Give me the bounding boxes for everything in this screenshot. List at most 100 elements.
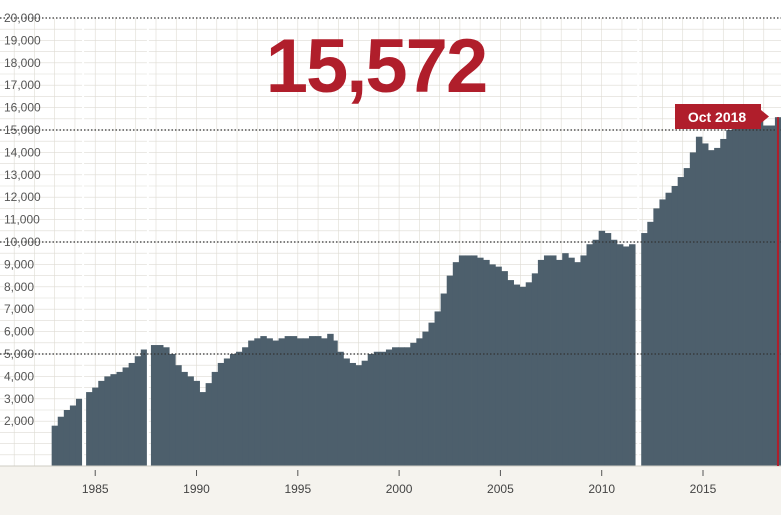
y-tick-label: 4,000 [4,369,34,383]
bar [392,347,399,466]
date-callout-label: Oct 2018 [688,109,747,125]
bar [647,221,654,466]
bar [211,371,219,466]
x-tick-label: 2000 [386,482,413,496]
bar [677,177,685,467]
bar [659,199,666,466]
bar [331,340,338,466]
bar [69,405,77,466]
major-gridlines [0,17,781,355]
y-tick-label: 16,000 [4,101,41,115]
bar [308,336,316,466]
bar [398,347,405,466]
bar [248,340,255,466]
y-tick-label: 13,000 [4,168,41,182]
y-tick-label: 14,000 [4,145,41,159]
y-tick-label: 6,000 [4,325,34,339]
bar [458,255,466,466]
bar [610,239,618,466]
x-tick-label: 1985 [82,482,109,496]
bar [550,255,557,466]
x-tick-label: 2015 [690,482,717,496]
y-tick-label: 18,000 [4,56,41,70]
bar [290,336,298,466]
bar [598,230,606,466]
bar [116,371,123,466]
bar [489,264,496,466]
bar [355,365,363,466]
bar [683,168,691,466]
x-tick-label: 1995 [284,482,311,496]
headline-value: 15,572 [266,24,486,109]
bar [373,351,381,466]
bar [744,118,752,467]
bar [416,338,423,466]
bar [574,262,581,466]
y-tick-label: 7,000 [4,302,34,316]
bar [86,392,93,466]
bar [562,253,569,466]
bar [104,376,111,466]
bar [163,347,170,466]
bar [223,358,231,466]
bar [495,266,502,466]
bar [434,311,442,466]
bar [236,351,243,466]
bar [689,152,697,466]
bar [157,345,164,466]
bar [284,336,292,466]
bar [229,354,237,466]
bar [452,262,460,466]
y-tick-label: 17,000 [4,78,41,92]
date-callout: Oct 2018 [675,104,769,129]
bar [622,246,630,466]
bar [477,257,484,466]
x-tick-label: 2005 [487,482,514,496]
data-gap [82,18,85,466]
bar [404,347,411,466]
bar [254,338,261,466]
y-tick-label: 3,000 [4,392,34,406]
bar [410,342,417,466]
y-tick-label: 9,000 [4,257,34,271]
bar [385,349,393,466]
bar [464,255,472,466]
bar [537,259,545,466]
bar [580,255,587,466]
bar [695,136,703,466]
bar [175,365,182,466]
bar [361,360,369,466]
bar [187,376,194,466]
bar [440,293,448,466]
y-tick-label: 19,000 [4,33,41,47]
bar [525,282,533,466]
bar [422,331,429,466]
bar [471,255,478,466]
y-tick-label: 2,000 [4,414,34,428]
bar [327,333,334,466]
bar [315,336,322,466]
bar [140,349,148,466]
bar [296,338,304,466]
bar [379,351,387,466]
x-tick-label: 1990 [183,482,210,496]
bar [181,371,188,466]
bar [63,410,71,466]
y-tick-label: 11,000 [4,213,40,227]
y-tick-label: 5,000 [4,347,34,361]
bar [762,125,770,467]
bar [92,387,99,466]
y-tick-label: 10,000 [4,235,41,249]
bar [768,125,776,467]
bar [592,239,600,466]
bar [193,380,200,466]
y-axis-tick-labels: 2,000 3,000 4,000 5,000 6,000 7,000 8,000 9,000… [4,11,41,428]
bar [513,284,521,466]
bar [750,118,758,467]
bar [199,392,207,466]
bar [738,121,745,466]
bar [586,244,593,466]
bar [701,143,709,466]
